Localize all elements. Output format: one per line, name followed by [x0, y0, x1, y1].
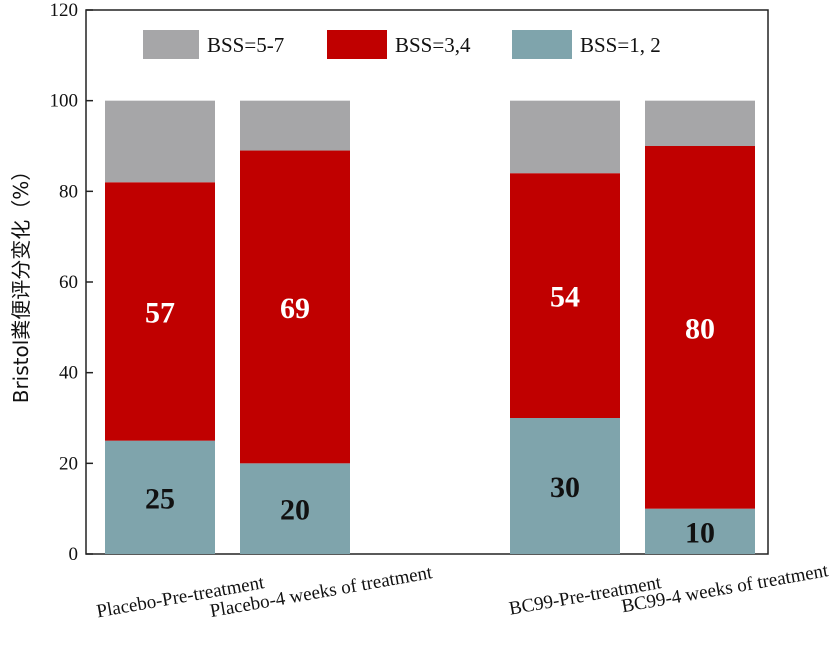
y-axis-title: Bristol粪便评分变化（%）: [9, 161, 33, 404]
y-tick-label: 20: [59, 453, 78, 474]
legend-label: BSS=1, 2: [580, 33, 661, 57]
data-label: 20: [280, 494, 310, 527]
bar-segment-2-3: [510, 173, 620, 418]
data-label: 57: [145, 296, 175, 329]
y-tick-label: 0: [69, 544, 79, 565]
bar-segment-3-4: [645, 100, 755, 146]
legend-swatch: [327, 30, 387, 59]
y-axis: 0 20 40 60 80 100 120: [50, 0, 93, 565]
data-label: 30: [550, 471, 580, 504]
bar-segment-1-3: [510, 418, 620, 554]
bar-segment-2-2: [240, 150, 350, 464]
bar-segment-2-4: [645, 146, 755, 509]
data-label: 80: [685, 312, 715, 345]
legend-label: BSS=3,4: [395, 33, 471, 57]
y-tick-label: 40: [59, 363, 78, 384]
bar-segment-3-2: [240, 100, 350, 151]
bar-segment-1-2: [240, 463, 350, 554]
bar-segment-3-1: [105, 100, 215, 183]
legend: BSS=5-7 BSS=3,4 BSS=1, 2: [143, 30, 661, 59]
y-tick-label: 100: [50, 91, 79, 112]
data-label: 69: [280, 292, 310, 325]
data-label: 25: [145, 482, 175, 515]
y-tick-label: 80: [59, 181, 78, 202]
bar-segment-2-1: [105, 182, 215, 441]
y-tick-label: 120: [50, 0, 79, 21]
legend-swatch: [143, 30, 199, 59]
legend-swatch: [512, 30, 572, 59]
bar-segment-3-3: [510, 100, 620, 174]
bar-segment-1-1: [105, 440, 215, 554]
y-tick-label: 60: [59, 272, 78, 293]
legend-label: BSS=5-7: [207, 33, 284, 57]
bar-segment-1-4: [645, 508, 755, 554]
data-label: 54: [550, 281, 580, 314]
data-label: 10: [685, 516, 715, 549]
bars-layer: 25 20 30 10 57 69 54 80: [105, 100, 755, 554]
